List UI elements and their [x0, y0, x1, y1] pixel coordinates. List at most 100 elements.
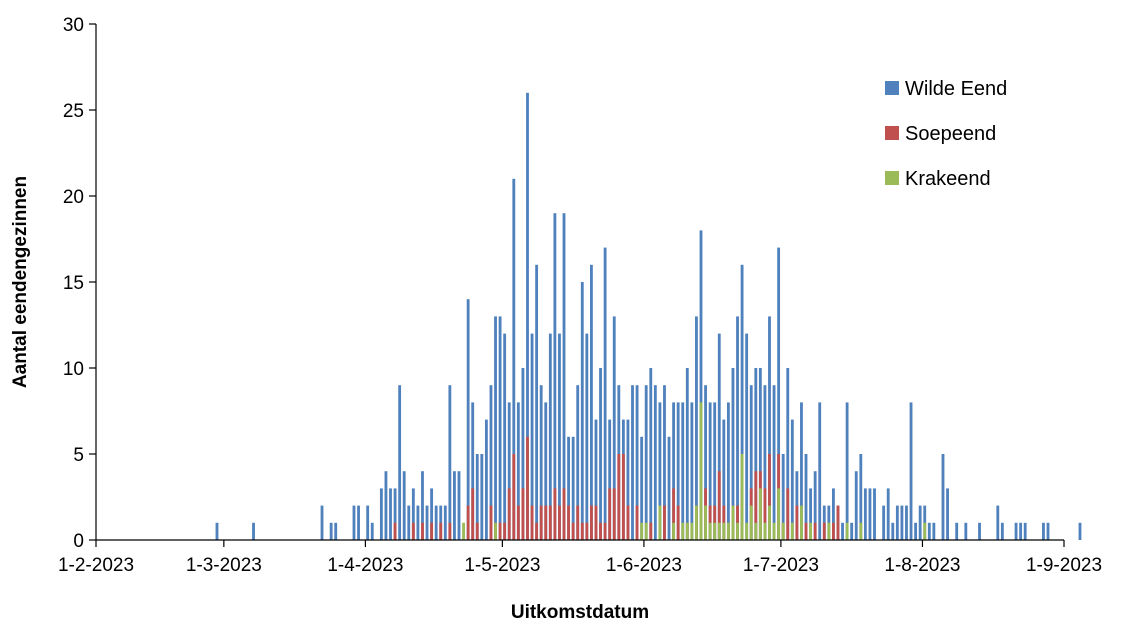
x-tick-label: 1-8-2023: [884, 555, 960, 576]
bar-wilde_eend: [667, 436, 671, 540]
bar-wilde_eend: [457, 471, 461, 540]
bar-wilde_eend: [352, 505, 356, 540]
bar-krakeend: [717, 522, 721, 540]
bar-wilde_eend: [366, 505, 370, 540]
bar-krakeend: [699, 402, 703, 540]
bar-soepeend: [507, 488, 511, 540]
bar-wilde_eend: [393, 488, 397, 540]
bar-wilde_eend: [498, 316, 502, 540]
bar-soepeend: [594, 505, 598, 540]
bar-wilde_eend: [914, 522, 918, 540]
y-axis-title: Aantal eendengezinnen: [10, 176, 31, 388]
bar-wilde_eend: [932, 522, 936, 540]
bar-wilde_eend: [955, 522, 959, 540]
x-tick-label: 1-5-2023: [464, 555, 540, 576]
bar-wilde_eend: [850, 522, 854, 540]
bar-soepeend: [571, 522, 575, 540]
bar-wilde_eend: [653, 385, 657, 540]
bar-wilde_eend: [781, 454, 785, 540]
bar-krakeend: [772, 522, 776, 540]
bar-soepeend: [580, 522, 584, 540]
bar-wilde_eend: [215, 522, 219, 540]
bar-soepeend: [421, 522, 424, 540]
bar-krakeend: [695, 505, 698, 540]
bar-wilde_eend: [334, 522, 338, 540]
bar-wilde_eend: [599, 368, 602, 540]
bar-wilde_eend: [1046, 522, 1050, 540]
legend-label: Wilde Eend: [905, 78, 1007, 100]
bar-wilde_eend: [731, 368, 735, 540]
bar-soepeend: [553, 488, 557, 540]
bar-krakeend: [740, 454, 744, 540]
bar-soepeend: [544, 505, 548, 540]
bar-soepeend: [663, 505, 666, 540]
bar-wilde_eend: [644, 385, 648, 540]
bar-wilde_eend: [411, 488, 415, 540]
bar-wilde_eend: [539, 385, 543, 540]
bar-krakeend: [722, 522, 726, 540]
bar-wilde_eend: [1014, 522, 1018, 540]
bar-wilde_eend: [430, 488, 434, 540]
bar-wilde_eend: [585, 333, 589, 540]
bar-wilde_eend: [480, 454, 484, 540]
y-tick-label: 15: [63, 273, 84, 294]
bar-wilde_eend: [320, 505, 324, 540]
bar-krakeend: [726, 522, 730, 540]
bar-wilde_eend: [443, 505, 447, 540]
y-tick-label: 0: [73, 531, 84, 552]
bar-wilde_eend: [571, 436, 575, 540]
bar-wilde_eend: [663, 385, 666, 540]
bar-soepeend: [608, 488, 612, 540]
bar-wilde_eend: [786, 368, 790, 540]
bar-soepeend: [539, 505, 543, 540]
bar-wilde_eend: [521, 368, 525, 540]
bar-wilde_eend: [544, 402, 548, 540]
bar-wilde_eend: [603, 247, 607, 540]
x-tick-label: 1-4-2023: [327, 555, 403, 576]
bar-wilde_eend: [681, 402, 685, 540]
axes-layer: 0 5 10 15 20 25 30 1-2-2023 1-3-2023 1-4-2023 1-5-…: [58, 15, 1102, 576]
bar-krakeend: [809, 522, 812, 540]
bar-wilde_eend: [873, 488, 876, 540]
bar-wilde_eend: [905, 505, 908, 540]
bar-wilde_eend: [384, 471, 388, 540]
bar-wilde_eend: [379, 488, 383, 540]
bar-krakeend: [672, 522, 676, 540]
bar-krakeend: [731, 505, 735, 540]
bar-wilde_eend: [749, 385, 753, 540]
bar-wilde_eend: [640, 436, 644, 540]
bar-soepeend: [672, 488, 676, 540]
bar-wilde_eend: [978, 522, 981, 540]
bar-wilde_eend: [726, 402, 730, 540]
bar-wilde_eend: [535, 264, 539, 540]
bar-wilde_eend: [626, 419, 630, 540]
bar-krakeend: [758, 488, 762, 540]
bar-krakeend: [708, 522, 712, 540]
bar-wilde_eend: [941, 454, 945, 540]
y-tick-label: 20: [63, 187, 84, 208]
bar-wilde_eend: [612, 316, 616, 540]
bar-krakeend: [859, 522, 863, 540]
bar-wilde_eend: [466, 299, 470, 540]
legend-swatch: [885, 81, 899, 95]
bar-soepeend: [439, 522, 443, 540]
bar-wilde_eend: [389, 488, 392, 540]
bar-wilde_eend: [453, 471, 456, 540]
bar-soepeend: [471, 488, 475, 540]
x-tick-label: 1-7-2023: [743, 555, 819, 576]
bar-wilde_eend: [1000, 522, 1004, 540]
bar-wilde_eend: [402, 471, 406, 540]
bar-wilde_eend: [891, 522, 895, 540]
bar-krakeend: [658, 505, 662, 540]
bar-krakeend: [781, 522, 785, 540]
bar-soepeend: [813, 522, 817, 540]
bar-soepeend: [626, 505, 630, 540]
bar-wilde_eend: [658, 402, 662, 540]
bar-wilde_eend: [845, 402, 849, 540]
bar-wilde_eend: [736, 316, 739, 540]
bar-wilde_eend: [567, 436, 570, 540]
legend-swatch: [885, 171, 899, 185]
series-soepeend: [393, 436, 840, 540]
bar-krakeend: [690, 522, 694, 540]
